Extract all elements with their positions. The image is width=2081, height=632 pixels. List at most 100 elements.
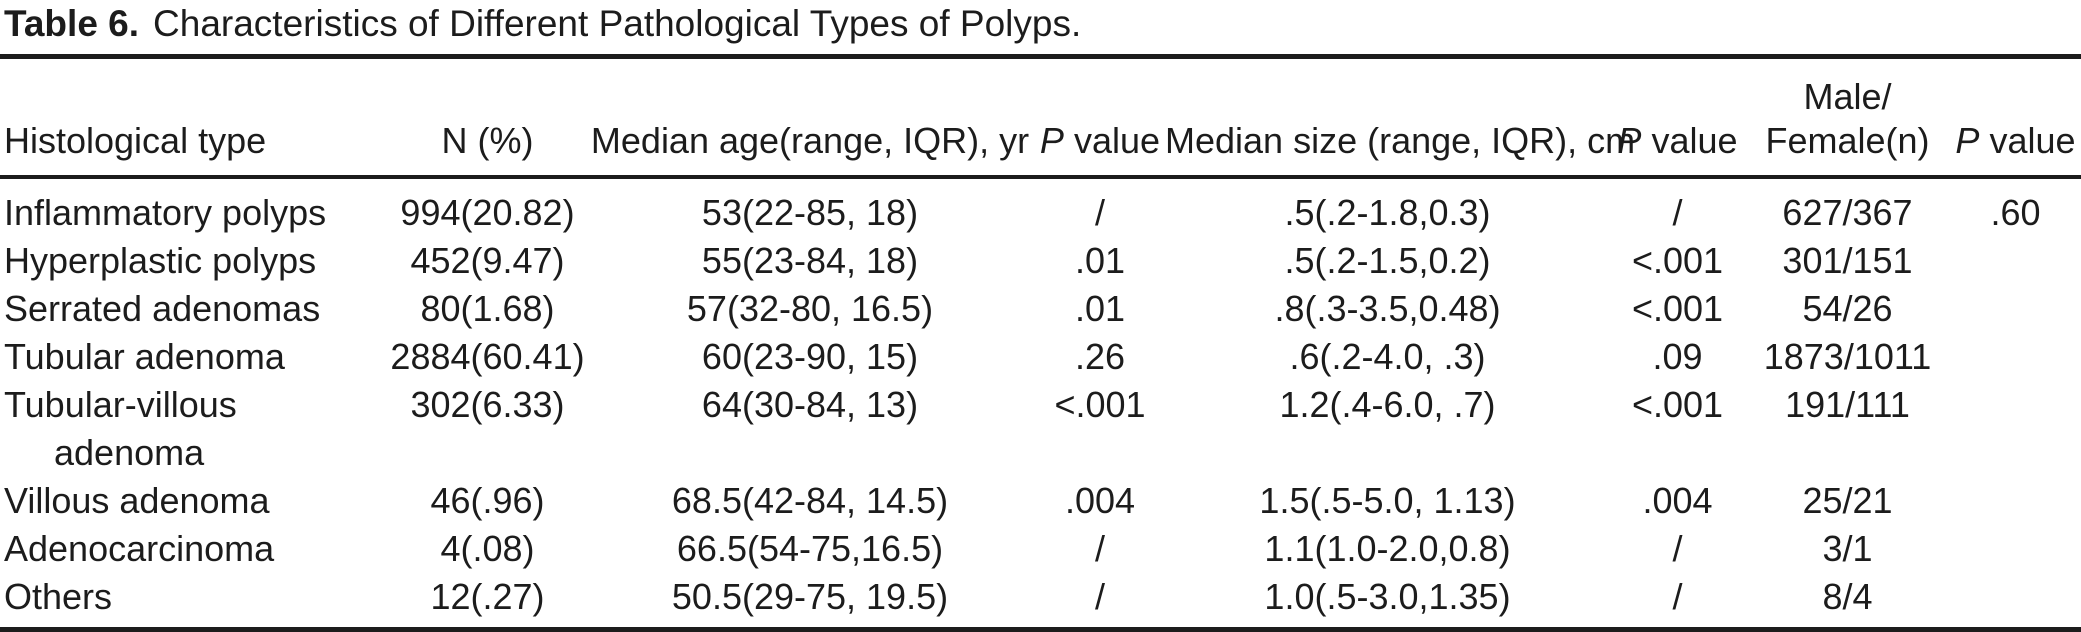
cell-median-size: 1.5(.5-5.0, 1.13) [1259, 480, 1516, 521]
cell-median-age: 57(32-80, 16.5) [686, 288, 934, 329]
cell-median-size: .8(.3-3.5,0.48) [1274, 288, 1501, 329]
cell-histological-type: Others [0, 573, 390, 630]
col-header-median-age: Median age(range, IQR), yr [590, 120, 1030, 161]
cell-p-value-age: .01 [1074, 240, 1126, 281]
p-value-word: value [1074, 120, 1161, 161]
cell-median-size: .5(.2-1.8,0.3) [1284, 192, 1491, 233]
cell-p-value-size: <.001 [1631, 384, 1724, 425]
cell-histological-type: Tubular adenoma [0, 333, 390, 381]
cell-p-value-age: .26 [1074, 336, 1126, 377]
p-symbol: P [1617, 120, 1642, 161]
cell-histological-type: Tubular-villous adenoma [0, 381, 390, 477]
cell-p-value-age: / [1094, 528, 1105, 569]
cell-p-value-male-female [1950, 477, 2081, 525]
col-header-male-female: Male/ Female(n) [1745, 57, 1950, 178]
col-header-n-percent: N (%) [441, 120, 534, 161]
table-row-serrated-adenomas: Serrated adenomas 80(1.68) 57(32-80, 16.… [0, 285, 2081, 333]
table-row-others: Others 12(.27) 50.5(29-75, 19.5) / 1.0(.… [0, 573, 2081, 630]
cell-median-age: 68.5(42-84, 14.5) [671, 480, 949, 521]
cell-histological-type: Adenocarcinoma [0, 525, 390, 573]
cell-median-size: 1.0(.5-3.0,1.35) [1264, 576, 1511, 617]
cell-n-percent: 80(1.68) [420, 288, 555, 329]
cell-p-value-male-female [1950, 525, 2081, 573]
cell-median-size: .5(.2-1.5,0.2) [1284, 240, 1491, 281]
cell-p-value-male-female [1950, 381, 2081, 477]
cell-p-value-age: / [1094, 576, 1105, 617]
p-symbol: P [1039, 120, 1064, 161]
cell-p-value-male-female: .60 [1990, 192, 2041, 233]
table-row-villous-adenoma: Villous adenoma 46(.96) 68.5(42-84, 14.5… [0, 477, 2081, 525]
cell-p-value-size: .09 [1652, 336, 1703, 377]
cell-median-age: 64(30-84, 13) [701, 384, 919, 425]
p-value-word: value [1989, 120, 2076, 161]
cell-histological-type: Villous adenoma [0, 477, 390, 525]
col-header-histological-type: Histological type [4, 120, 267, 161]
table-row-inflammatory-polyps: Inflammatory polyps 994(20.82) 53(22-85,… [0, 177, 2081, 237]
col-header-median-size: Median size (range, IQR), cm [1165, 120, 1636, 161]
male-female-header-line2: Female(n) [1765, 120, 1930, 161]
cell-p-value-male-female [1950, 333, 2081, 381]
header-row: Histological type N (%) Median age(range… [0, 57, 2081, 178]
polyp-characteristics-table: Histological type N (%) Median age(range… [0, 54, 2081, 632]
cell-p-value-age: <.001 [1054, 384, 1146, 425]
histological-type-label: Adenocarcinoma [4, 528, 275, 569]
cell-male-female: 627/367 [1782, 192, 1913, 233]
cell-median-age: 55(23-84, 18) [701, 240, 919, 281]
cell-p-value-age: .01 [1074, 288, 1126, 329]
histological-type-label: Tubular-villous [4, 384, 237, 425]
table-row-tubular-adenoma: Tubular adenoma 2884(60.41) 60(23-90, 15… [0, 333, 2081, 381]
histological-type-label: Tubular adenoma [4, 336, 285, 377]
cell-p-value-size: / [1672, 528, 1683, 569]
cell-p-value-size: <.001 [1631, 240, 1724, 281]
cell-p-value-age: / [1094, 192, 1105, 233]
cell-median-size: 1.2(.4-6.0, .7) [1279, 384, 1496, 425]
cell-male-female: 8/4 [1822, 576, 1873, 617]
cell-male-female: 191/111 [1785, 384, 1910, 425]
cell-median-age: 60(23-90, 15) [701, 336, 919, 377]
cell-p-value-size: <.001 [1631, 288, 1724, 329]
histological-type-label: Serrated adenomas [4, 288, 321, 329]
cell-male-female: 301/151 [1782, 240, 1913, 281]
cell-histological-type: Hyperplastic polyps [0, 237, 390, 285]
cell-median-age: 50.5(29-75, 19.5) [671, 576, 949, 617]
table-caption-text: Characteristics of Different Pathologica… [153, 3, 1082, 44]
cell-n-percent: 12(.27) [430, 576, 545, 617]
cell-p-value-size: / [1672, 192, 1683, 233]
cell-male-female: 1873/1011 [1763, 336, 1932, 377]
cell-n-percent: 4(.08) [440, 528, 535, 569]
cell-n-percent: 302(6.33) [410, 384, 565, 425]
p-value-word: value [1651, 120, 1738, 161]
histological-type-label: Hyperplastic polyps [4, 240, 317, 281]
table-caption: Table 6. Characteristics of Different Pat… [0, 0, 2081, 54]
cell-median-age: 66.5(54-75,16.5) [676, 528, 944, 569]
cell-n-percent: 2884(60.41) [390, 336, 585, 377]
histological-type-label: Inflammatory polyps [4, 192, 327, 233]
table-row-adenocarcinoma: Adenocarcinoma 4(.08) 66.5(54-75,16.5) /… [0, 525, 2081, 573]
cell-histological-type: Inflammatory polyps [0, 177, 390, 237]
cell-median-size: 1.1(1.0-2.0,0.8) [1264, 528, 1511, 569]
histological-type-label: Villous adenoma [4, 480, 270, 521]
table-row-hyperplastic-polyps: Hyperplastic polyps 452(9.47) 55(23-84, … [0, 237, 2081, 285]
cell-p-value-age: .004 [1064, 480, 1136, 521]
cell-p-value-male-female [1950, 573, 2081, 630]
cell-male-female: 54/26 [1802, 288, 1893, 329]
cell-male-female: 3/1 [1822, 528, 1873, 569]
p-symbol: P [1955, 120, 1980, 161]
cell-p-value-male-female [1950, 237, 2081, 285]
cell-n-percent: 46(.96) [430, 480, 545, 521]
cell-p-value-size: .004 [1642, 480, 1713, 521]
cell-histological-type: Serrated adenomas [0, 285, 390, 333]
table-row-tubular-villous-adenoma: Tubular-villous adenoma 302(6.33) 64(30-8… [0, 381, 2081, 477]
cell-p-value-size: / [1672, 576, 1683, 617]
table-caption-number: Table 6. [4, 3, 140, 44]
cell-median-size: .6(.2-4.0, .3) [1289, 336, 1486, 377]
histological-type-label: Others [4, 576, 113, 617]
cell-p-value-male-female [1950, 285, 2081, 333]
histological-type-continuation: adenoma [54, 432, 205, 473]
cell-n-percent: 994(20.82) [400, 192, 575, 233]
cell-male-female: 25/21 [1802, 480, 1893, 521]
